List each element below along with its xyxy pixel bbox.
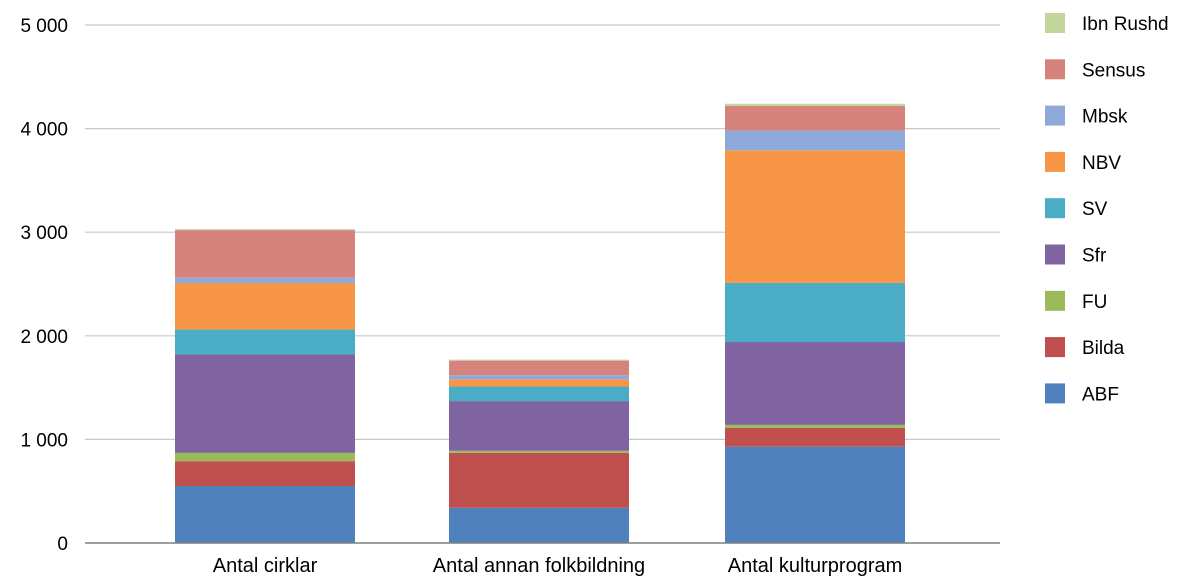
y-tick-label: 3 000 [20,223,68,244]
legend-item: Mbsk [1045,105,1128,128]
bar-segment-mbsk [725,130,905,151]
bar-segment-fu [449,450,629,453]
legend-item: SV [1045,198,1108,220]
legend-label: ABF [1082,384,1119,405]
legend-swatch [1045,151,1065,172]
legend-item: ABF [1045,383,1119,405]
legend-label: FU [1082,292,1107,313]
bar-segment-ibn-rushd [449,359,629,361]
legend-label: NBV [1082,153,1121,174]
bar-segment-bilda [449,452,629,508]
legend-swatch [1045,105,1065,126]
legend: Ibn Rushd Sensus Mbsk NBV SV Sfr FU Bilda ABF [1045,13,1169,405]
bar-segment-bilda [725,428,905,447]
x-category-label: Antal annan folkbildning [433,555,645,577]
bar-segment-sv [725,282,905,343]
bar-segment-nbv [175,282,355,330]
y-axis-tick-labels: 0 1 000 2 000 3 000 4 000 5 000 [20,16,68,555]
bar-segment-nbv [725,150,905,283]
bar-segment-bilda [175,461,355,487]
bar-segment-sfr [175,354,355,453]
legend-label: SV [1082,199,1108,220]
bar-segment-abf [175,486,355,543]
legend-label: Sensus [1082,60,1145,81]
legend-label: Ibn Rushd [1082,14,1169,35]
x-category-label: Antal kulturprogram [728,555,903,577]
bar-segment-sfr [725,342,905,425]
bar-segment-mbsk [175,277,355,283]
bar-segment-sensus [175,230,355,278]
bars [175,103,905,543]
x-category-label: Antal cirklar [213,555,318,577]
bar-segment-mbsk [449,375,629,380]
legend-swatch [1045,383,1065,404]
legend-swatch [1045,198,1065,219]
bar-segment-ibn-rushd [175,229,355,231]
legend-item: Sfr [1045,244,1107,267]
legend-swatch [1045,59,1065,80]
legend-swatch [1045,290,1065,311]
legend-label: Sfr [1082,246,1107,267]
legend-item: NBV [1045,151,1121,174]
legend-item: Ibn Rushd [1045,13,1169,35]
legend-item: FU [1045,290,1107,313]
y-tick-label: 5 000 [20,16,68,37]
bar-segment-fu [725,424,905,429]
x-axis-category-labels: Antal cirklar Antal annan folkbildning Ant… [213,555,903,577]
bar-segment-sv [175,329,355,355]
bar-segment-fu [175,452,355,462]
legend-item: Bilda [1045,337,1125,359]
y-tick-label: 2 000 [20,327,68,348]
y-tick-label: 4 000 [20,120,68,141]
legend-label: Bilda [1082,338,1125,359]
bar-segment-nbv [449,379,629,387]
bar-segment-ibn-rushd [725,103,905,106]
legend-label: Mbsk [1082,107,1128,128]
bar-segment-sfr [449,401,629,451]
bar-segment-sensus [449,360,629,376]
y-tick-label: 0 [57,534,68,555]
bar-segment-abf [449,507,629,543]
bar-segment-abf [725,446,905,543]
legend-swatch [1045,13,1065,33]
legend-swatch [1045,337,1065,358]
legend-swatch [1045,244,1065,265]
legend-item: Sensus [1045,59,1145,81]
bar-segment-sensus [725,105,905,131]
y-tick-label: 1 000 [20,430,68,451]
bar-segment-sv [449,386,629,402]
